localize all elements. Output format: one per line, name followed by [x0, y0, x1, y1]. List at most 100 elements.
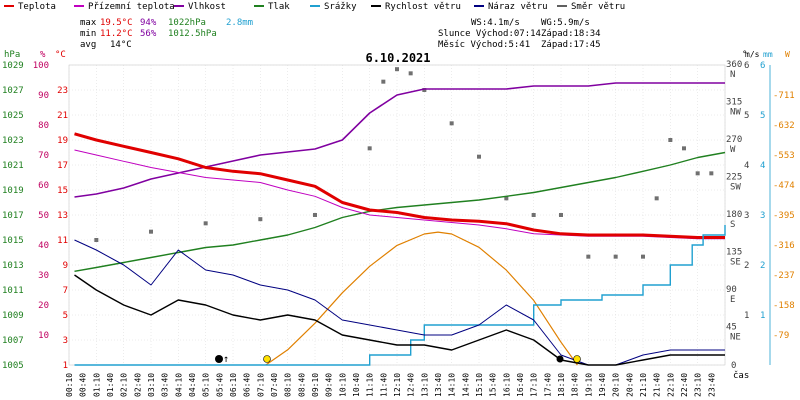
- c-unit-label: °C: [55, 50, 66, 60]
- c-tick-label: 9: [63, 261, 68, 271]
- hpa-unit-label: hPa: [4, 50, 20, 60]
- grid: [68, 64, 726, 366]
- c-tick-label: 11: [57, 236, 68, 246]
- x-tick-label: 17:10: [530, 373, 539, 397]
- wind-direction-point: [94, 238, 99, 242]
- wm2-tick-label: -79: [773, 331, 789, 341]
- x-tick-label: 02:10: [120, 373, 129, 397]
- pct-tick-label: 10: [38, 331, 49, 341]
- legend-label: Srážky: [324, 2, 357, 12]
- x-tick-label: 15:10: [475, 373, 484, 397]
- x-tick-label: 03:10: [147, 373, 156, 397]
- wind-direction-point: [668, 138, 673, 142]
- series-temperature-line: [74, 132, 725, 239]
- x-tick-label: 00:40: [79, 373, 88, 397]
- legend-label: Náraz větru: [488, 2, 548, 12]
- series-windspeed-line: [74, 274, 725, 366]
- x-tick-label: 20:10: [612, 373, 621, 397]
- dir-name-label: N: [730, 70, 735, 80]
- ms-tick-label: 1: [760, 311, 765, 321]
- x-tick-label: 11:40: [379, 373, 388, 397]
- x-tick-label: 11:10: [366, 373, 375, 397]
- dir-tick-label: 90: [726, 285, 737, 295]
- mm-unit-label: mm: [763, 50, 773, 59]
- x-tick-label: 06:10: [229, 373, 238, 397]
- x-tick-label: 20:40: [625, 373, 634, 397]
- x-tick-label: 02:40: [133, 373, 142, 397]
- info-block: WS:4.1m/s WG:5.9m/s Slunce Východ:07:14 …: [438, 18, 601, 50]
- c-tick-label: 3: [63, 336, 68, 346]
- x-tick-label: 16:40: [516, 373, 525, 397]
- pct-tick-label: 50: [38, 211, 49, 221]
- x-tick-label: 05:40: [215, 373, 224, 397]
- wm2-tick-label: -474: [773, 181, 795, 191]
- wind-direction-point: [641, 254, 645, 259]
- pct-tick-label: 20: [38, 301, 49, 311]
- x-tick-label: 00:10: [65, 373, 74, 397]
- pct-tick-label: 70: [38, 151, 49, 161]
- c-tick-label: 7: [63, 286, 68, 296]
- stats-max-hum: 94%: [140, 18, 157, 28]
- hpa-tick-label: 1015: [2, 236, 24, 246]
- x-tick-label: 07:10: [256, 373, 265, 397]
- x-tick-label: 01:40: [106, 373, 115, 397]
- wind-direction-point: [449, 121, 454, 126]
- hpa-tick-label: 1013: [2, 261, 24, 271]
- c-tick-label: 13: [57, 211, 68, 221]
- x-tick-label: 10:10: [338, 373, 347, 397]
- x-tick-label: 22:40: [680, 373, 689, 397]
- dir-name-label: E: [730, 295, 735, 305]
- x-tick-label: 21:40: [653, 373, 662, 397]
- wm2-tick-label: -237: [773, 271, 795, 281]
- x-tick-label: 05:10: [202, 373, 211, 397]
- info-mesic: Měsíc Východ:5:41: [438, 40, 530, 50]
- stats-max-temp: 19.5°C: [100, 18, 133, 28]
- stats-min-temp: 11.2°C: [100, 29, 133, 39]
- legend: Teplota Přízemní teplota Vlhkost Tlak Srážky…: [4, 2, 625, 12]
- series-pressure-line: [74, 151, 726, 272]
- x-axis-label: čas: [733, 370, 749, 381]
- mm-tick-label: 5: [744, 111, 749, 121]
- wm2-unit-label: W: [785, 50, 790, 59]
- pct-unit-label: %: [40, 50, 46, 60]
- x-tick-label: 12:10: [393, 373, 402, 397]
- legend-label: Tlak: [268, 2, 290, 12]
- dir-tick-label: 360: [726, 60, 742, 70]
- x-tick-label: 13:40: [434, 373, 443, 397]
- x-tick-label: 03:40: [161, 373, 170, 397]
- x-tick-label: 09:40: [325, 373, 334, 397]
- stats-avg-label: avg: [80, 40, 96, 50]
- moonset-marker: [556, 355, 564, 363]
- hpa-tick-label: 1021: [2, 161, 24, 171]
- wind-direction-point: [395, 67, 399, 72]
- pct-tick-label: 90: [38, 91, 49, 101]
- x-tick-label: 17:40: [543, 373, 552, 397]
- wind-direction-point: [422, 88, 427, 92]
- chart-title: 6.10.2021: [365, 51, 430, 65]
- x-tick-label: 23:10: [694, 373, 703, 397]
- info-slunce-zapad: Západ:18:34: [541, 29, 601, 39]
- x-tick-label: 12:40: [407, 373, 416, 397]
- dir-name-label: SW: [730, 183, 741, 193]
- info-mesic-zapad: Západ:17:45: [541, 40, 601, 50]
- x-tick-label: 14:40: [461, 373, 470, 397]
- wind-direction-point: [504, 196, 509, 201]
- wm2-tick-label: -395: [773, 211, 795, 221]
- legend-label: Přízemní teplota: [88, 2, 175, 12]
- moonrise-marker: [215, 355, 223, 363]
- legend-label: Směr větru: [571, 2, 625, 12]
- x-tick-label: 16:10: [502, 373, 511, 397]
- stats-min-hum: 56%: [140, 29, 157, 39]
- x-tick-label: 09:10: [311, 373, 320, 397]
- ms-tick-label: 2: [760, 261, 765, 271]
- x-tick-label: 08:10: [284, 373, 293, 397]
- c-tick-label: 23: [57, 86, 68, 96]
- x-tick-label: 19:10: [584, 373, 593, 397]
- c-tick-label: 17: [57, 161, 68, 171]
- pct-tick-label: 40: [38, 241, 49, 251]
- pct-tick-label: 100: [33, 61, 49, 71]
- c-tick-label: 19: [57, 136, 68, 146]
- x-tick-label: 21:10: [639, 373, 648, 397]
- wind-direction-point: [531, 213, 536, 217]
- axes: hPa% °C1029102710251023102110191017101510…: [2, 50, 795, 397]
